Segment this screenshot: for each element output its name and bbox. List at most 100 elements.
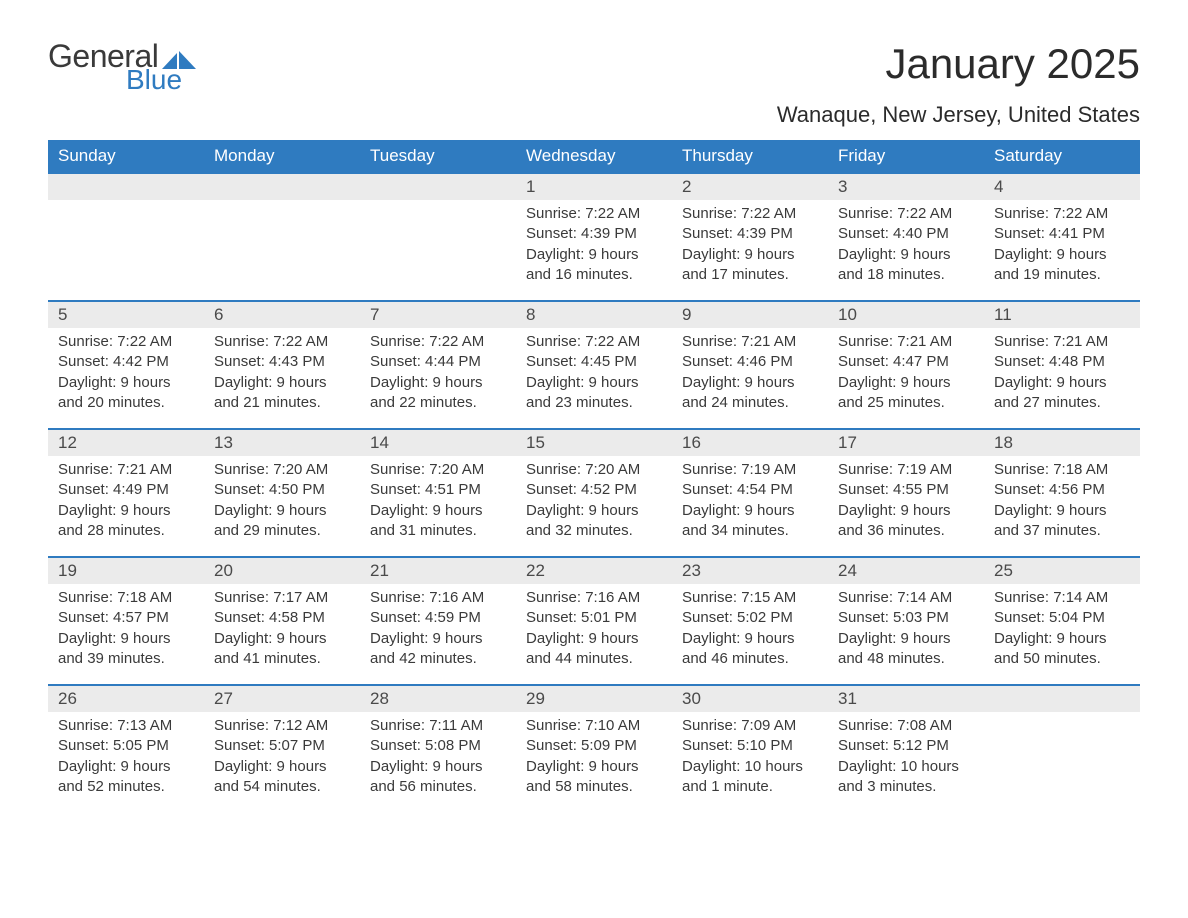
day-sunrise: Sunrise: 7:14 AM bbox=[838, 588, 974, 608]
calendar-cell: 21Sunrise: 7:16 AMSunset: 4:59 PMDayligh… bbox=[360, 557, 516, 685]
day-sunset: Sunset: 4:59 PM bbox=[370, 608, 506, 628]
day-day1: Daylight: 9 hours bbox=[838, 501, 974, 521]
day-body: Sunrise: 7:20 AMSunset: 4:50 PMDaylight:… bbox=[204, 456, 360, 549]
day-day1: Daylight: 9 hours bbox=[370, 501, 506, 521]
day-day1: Daylight: 9 hours bbox=[682, 629, 818, 649]
day-body: Sunrise: 7:22 AMSunset: 4:39 PMDaylight:… bbox=[672, 200, 828, 293]
day-header: Friday bbox=[828, 140, 984, 173]
day-sunset: Sunset: 5:08 PM bbox=[370, 736, 506, 756]
day-sunrise: Sunrise: 7:16 AM bbox=[526, 588, 662, 608]
day-day2: and 46 minutes. bbox=[682, 649, 818, 669]
calendar-cell: 25Sunrise: 7:14 AMSunset: 5:04 PMDayligh… bbox=[984, 557, 1140, 685]
day-sunset: Sunset: 4:42 PM bbox=[58, 352, 194, 372]
day-sunset: Sunset: 5:05 PM bbox=[58, 736, 194, 756]
day-sunset: Sunset: 4:47 PM bbox=[838, 352, 974, 372]
day-body: Sunrise: 7:19 AMSunset: 4:55 PMDaylight:… bbox=[828, 456, 984, 549]
day-sunrise: Sunrise: 7:22 AM bbox=[58, 332, 194, 352]
day-body: Sunrise: 7:17 AMSunset: 4:58 PMDaylight:… bbox=[204, 584, 360, 677]
day-sunset: Sunset: 4:44 PM bbox=[370, 352, 506, 372]
calendar-cell: 16Sunrise: 7:19 AMSunset: 4:54 PMDayligh… bbox=[672, 429, 828, 557]
calendar-cell: 17Sunrise: 7:19 AMSunset: 4:55 PMDayligh… bbox=[828, 429, 984, 557]
day-day1: Daylight: 9 hours bbox=[994, 373, 1130, 393]
day-sunset: Sunset: 4:48 PM bbox=[994, 352, 1130, 372]
calendar-cell bbox=[48, 173, 204, 301]
day-sunrise: Sunrise: 7:10 AM bbox=[526, 716, 662, 736]
day-body: Sunrise: 7:14 AMSunset: 5:03 PMDaylight:… bbox=[828, 584, 984, 677]
day-day2: and 42 minutes. bbox=[370, 649, 506, 669]
day-number: 29 bbox=[516, 686, 672, 712]
day-number: 7 bbox=[360, 302, 516, 328]
day-sunrise: Sunrise: 7:22 AM bbox=[526, 332, 662, 352]
day-sunrise: Sunrise: 7:16 AM bbox=[370, 588, 506, 608]
day-body: Sunrise: 7:15 AMSunset: 5:02 PMDaylight:… bbox=[672, 584, 828, 677]
calendar-cell: 13Sunrise: 7:20 AMSunset: 4:50 PMDayligh… bbox=[204, 429, 360, 557]
day-number: 12 bbox=[48, 430, 204, 456]
day-number: 19 bbox=[48, 558, 204, 584]
day-number bbox=[984, 686, 1140, 712]
day-number: 26 bbox=[48, 686, 204, 712]
day-sunset: Sunset: 4:55 PM bbox=[838, 480, 974, 500]
day-sunset: Sunset: 5:12 PM bbox=[838, 736, 974, 756]
day-header: Tuesday bbox=[360, 140, 516, 173]
day-number: 1 bbox=[516, 174, 672, 200]
day-sunrise: Sunrise: 7:22 AM bbox=[838, 204, 974, 224]
day-sunrise: Sunrise: 7:19 AM bbox=[838, 460, 974, 480]
day-body: Sunrise: 7:18 AMSunset: 4:56 PMDaylight:… bbox=[984, 456, 1140, 549]
day-sunset: Sunset: 4:41 PM bbox=[994, 224, 1130, 244]
brand-logo: General Blue bbox=[48, 40, 196, 94]
day-day1: Daylight: 9 hours bbox=[838, 373, 974, 393]
day-sunrise: Sunrise: 7:22 AM bbox=[682, 204, 818, 224]
day-day1: Daylight: 9 hours bbox=[214, 757, 350, 777]
day-number: 5 bbox=[48, 302, 204, 328]
day-day2: and 52 minutes. bbox=[58, 777, 194, 797]
day-sunset: Sunset: 4:45 PM bbox=[526, 352, 662, 372]
calendar-cell: 4Sunrise: 7:22 AMSunset: 4:41 PMDaylight… bbox=[984, 173, 1140, 301]
calendar-cell: 6Sunrise: 7:22 AMSunset: 4:43 PMDaylight… bbox=[204, 301, 360, 429]
day-number: 20 bbox=[204, 558, 360, 584]
day-day2: and 48 minutes. bbox=[838, 649, 974, 669]
calendar-week: 19Sunrise: 7:18 AMSunset: 4:57 PMDayligh… bbox=[48, 557, 1140, 685]
calendar-cell: 30Sunrise: 7:09 AMSunset: 5:10 PMDayligh… bbox=[672, 685, 828, 813]
day-day1: Daylight: 9 hours bbox=[838, 629, 974, 649]
day-body: Sunrise: 7:18 AMSunset: 4:57 PMDaylight:… bbox=[48, 584, 204, 677]
day-day2: and 27 minutes. bbox=[994, 393, 1130, 413]
day-number bbox=[204, 174, 360, 200]
day-number bbox=[48, 174, 204, 200]
day-sunrise: Sunrise: 7:22 AM bbox=[526, 204, 662, 224]
day-day2: and 23 minutes. bbox=[526, 393, 662, 413]
day-day1: Daylight: 9 hours bbox=[526, 757, 662, 777]
day-sunrise: Sunrise: 7:20 AM bbox=[214, 460, 350, 480]
day-number: 3 bbox=[828, 174, 984, 200]
day-day2: and 37 minutes. bbox=[994, 521, 1130, 541]
day-day1: Daylight: 9 hours bbox=[58, 757, 194, 777]
day-day2: and 39 minutes. bbox=[58, 649, 194, 669]
day-day2: and 22 minutes. bbox=[370, 393, 506, 413]
day-number: 22 bbox=[516, 558, 672, 584]
day-body: Sunrise: 7:22 AMSunset: 4:44 PMDaylight:… bbox=[360, 328, 516, 421]
day-body: Sunrise: 7:20 AMSunset: 4:51 PMDaylight:… bbox=[360, 456, 516, 549]
day-day2: and 54 minutes. bbox=[214, 777, 350, 797]
day-day1: Daylight: 9 hours bbox=[214, 501, 350, 521]
calendar-cell: 7Sunrise: 7:22 AMSunset: 4:44 PMDaylight… bbox=[360, 301, 516, 429]
day-number: 18 bbox=[984, 430, 1140, 456]
day-body: Sunrise: 7:22 AMSunset: 4:40 PMDaylight:… bbox=[828, 200, 984, 293]
day-day1: Daylight: 9 hours bbox=[526, 501, 662, 521]
day-sunrise: Sunrise: 7:22 AM bbox=[370, 332, 506, 352]
day-sunrise: Sunrise: 7:14 AM bbox=[994, 588, 1130, 608]
calendar-cell: 22Sunrise: 7:16 AMSunset: 5:01 PMDayligh… bbox=[516, 557, 672, 685]
day-sunrise: Sunrise: 7:20 AM bbox=[370, 460, 506, 480]
day-header: Sunday bbox=[48, 140, 204, 173]
day-sunset: Sunset: 4:56 PM bbox=[994, 480, 1130, 500]
day-header-row: SundayMondayTuesdayWednesdayThursdayFrid… bbox=[48, 140, 1140, 173]
day-sunrise: Sunrise: 7:11 AM bbox=[370, 716, 506, 736]
day-day1: Daylight: 10 hours bbox=[838, 757, 974, 777]
calendar-cell: 2Sunrise: 7:22 AMSunset: 4:39 PMDaylight… bbox=[672, 173, 828, 301]
day-day1: Daylight: 9 hours bbox=[526, 629, 662, 649]
calendar-cell: 8Sunrise: 7:22 AMSunset: 4:45 PMDaylight… bbox=[516, 301, 672, 429]
day-day2: and 34 minutes. bbox=[682, 521, 818, 541]
day-body: Sunrise: 7:19 AMSunset: 4:54 PMDaylight:… bbox=[672, 456, 828, 549]
day-body: Sunrise: 7:22 AMSunset: 4:39 PMDaylight:… bbox=[516, 200, 672, 293]
day-day2: and 29 minutes. bbox=[214, 521, 350, 541]
brand-flag-icon bbox=[162, 47, 196, 69]
day-sunset: Sunset: 5:02 PM bbox=[682, 608, 818, 628]
